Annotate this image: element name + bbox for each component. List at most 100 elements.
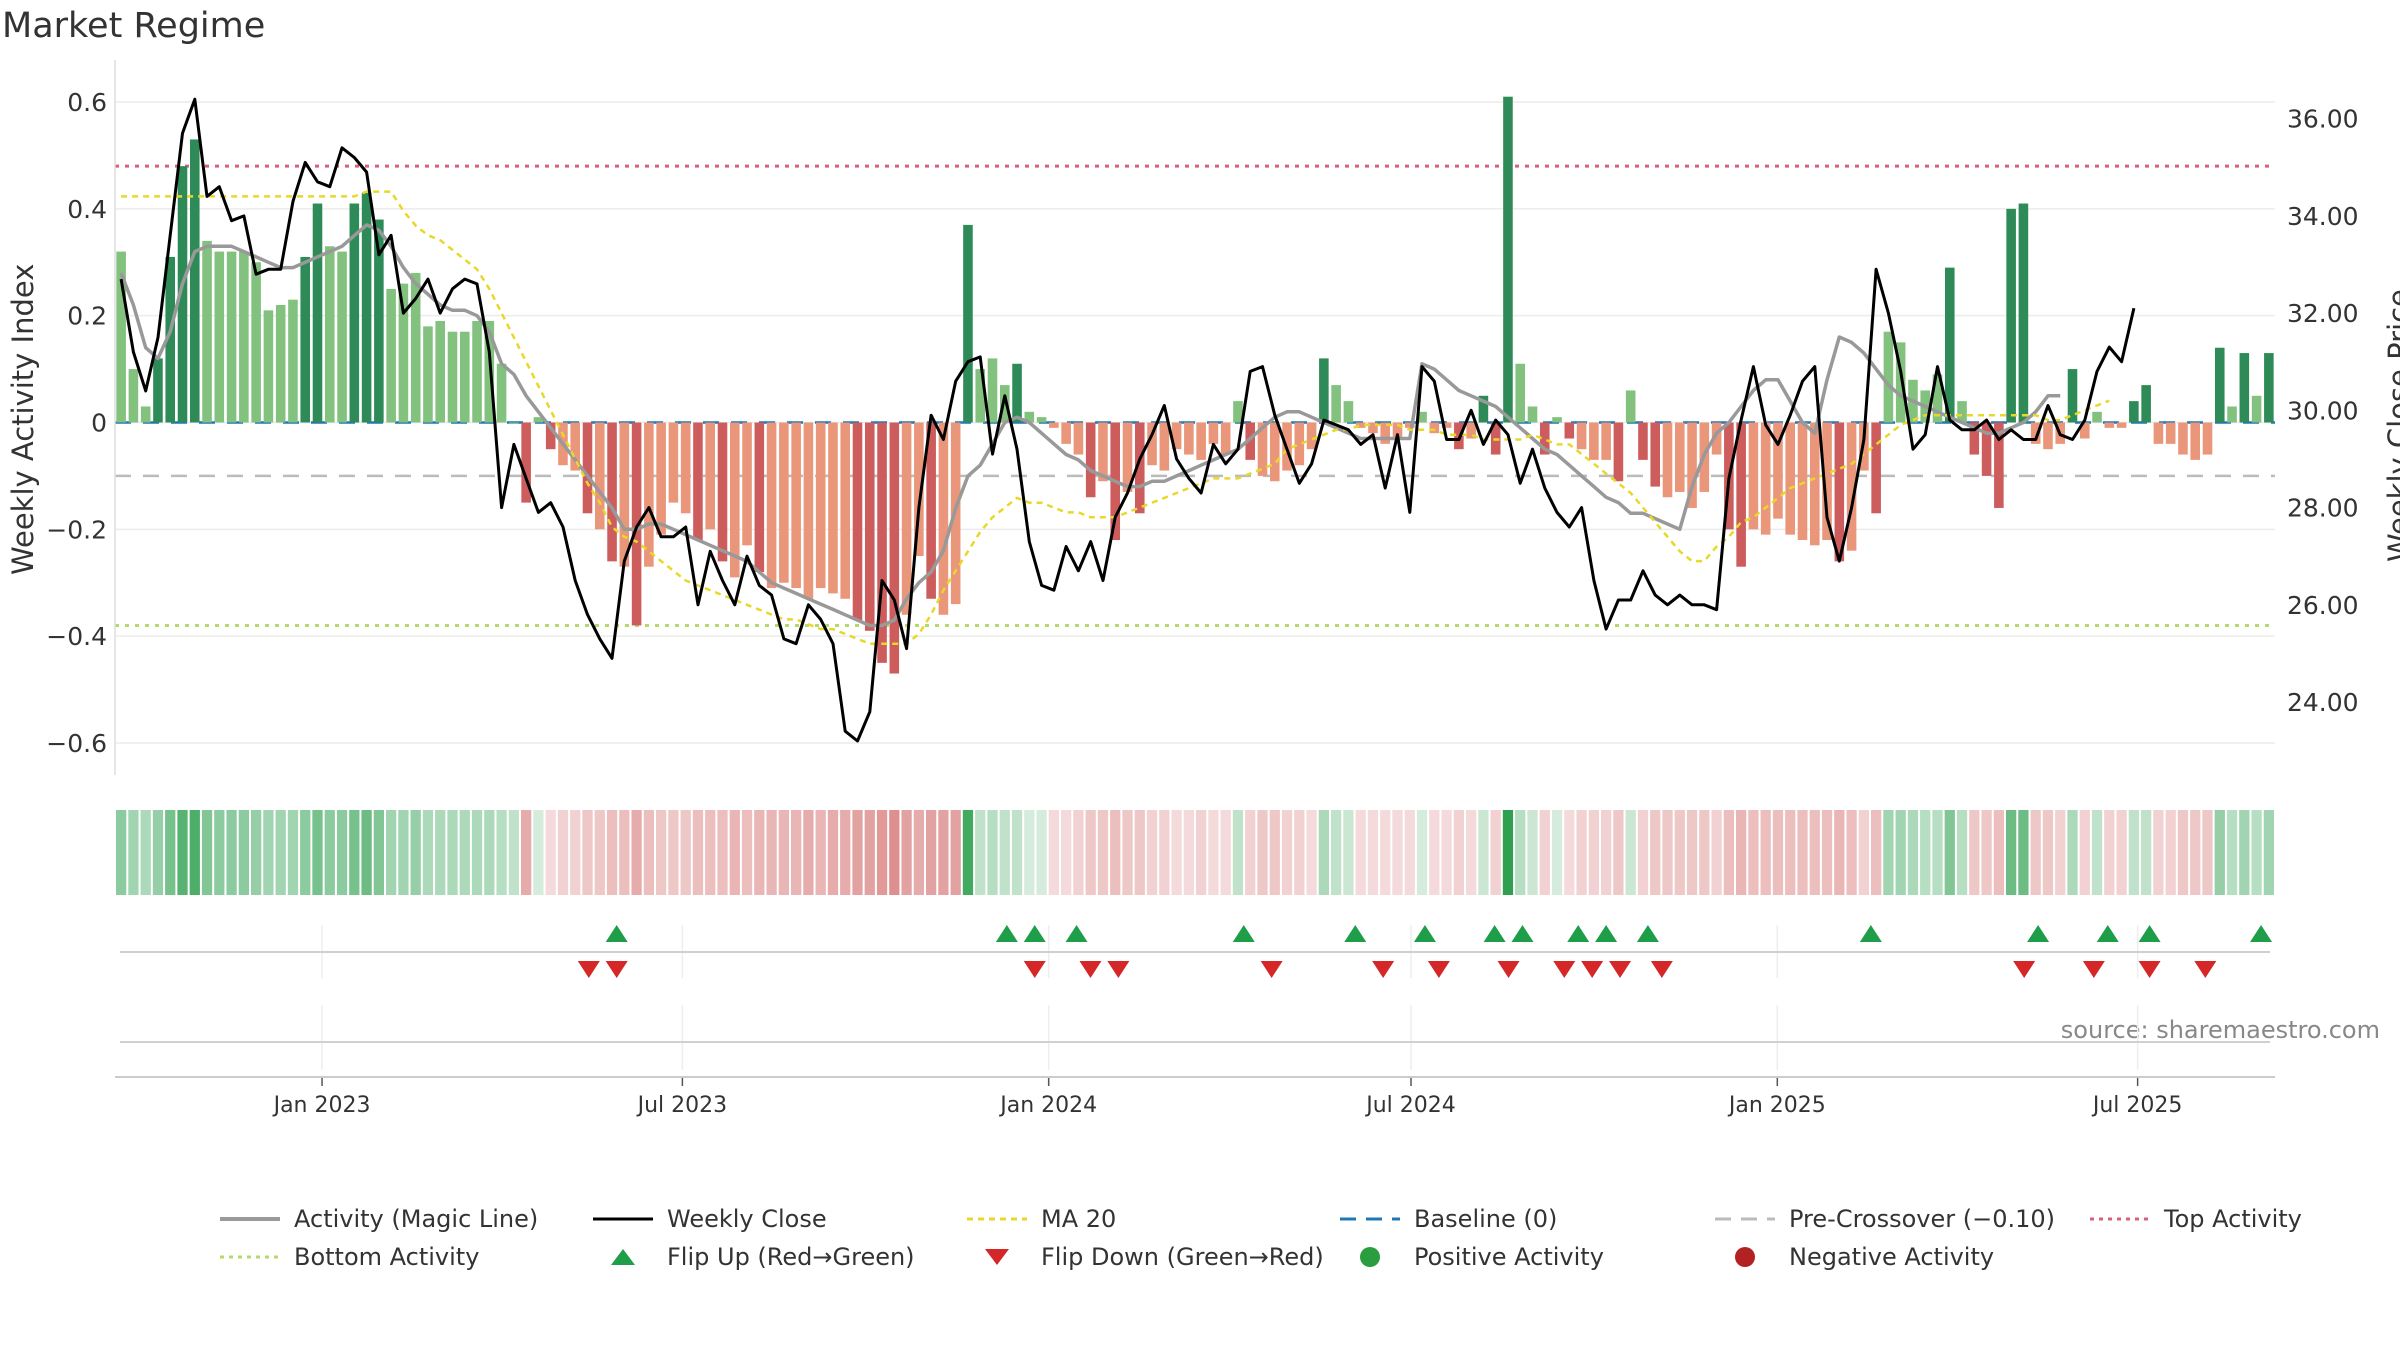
- regime-cell: [1748, 810, 1759, 895]
- activity-bar: [754, 422, 765, 573]
- flip-up-marker: [1232, 925, 1255, 942]
- activity-bar: [1159, 422, 1170, 471]
- activity-bar: [1576, 422, 1587, 450]
- regime-cell: [471, 810, 483, 895]
- activity-bar: [791, 422, 801, 589]
- activity-bar: [374, 219, 384, 423]
- flip-up-marker: [605, 925, 628, 942]
- activity-bar: [1036, 417, 1047, 423]
- activity-bar: [815, 422, 826, 589]
- activity-bar: [165, 256, 176, 423]
- activity-bar: [1613, 422, 1624, 482]
- regime-cell: [2104, 810, 2115, 895]
- regime-cell: [2030, 810, 2041, 895]
- activity-bar: [140, 406, 151, 423]
- regime-cell: [1686, 810, 1698, 895]
- legend-flip-up: Flip Up (Red→Green): [593, 1243, 915, 1271]
- activity-bar: [2116, 422, 2127, 428]
- legend-pre-crossover-label: Pre-Crossover (−0.10): [1789, 1205, 2056, 1233]
- activity-bar: [1220, 422, 1231, 455]
- activity-bar: [300, 256, 311, 423]
- activity-bar: [1711, 422, 1722, 455]
- activity-bar: [803, 422, 814, 599]
- activity-bar: [337, 251, 347, 423]
- regime-cell: [2251, 810, 2262, 895]
- regime-cell: [2079, 810, 2090, 895]
- series-lines: [119, 97, 2136, 743]
- activity-bar: [226, 251, 237, 423]
- regime-cell: [1515, 810, 1526, 895]
- legend-ma20-label: MA 20: [1041, 1205, 1117, 1233]
- regime-cell: [741, 810, 753, 895]
- activity-bar: [570, 422, 581, 471]
- activity-bar: [1368, 422, 1378, 434]
- regime-cell: [152, 810, 164, 895]
- regime-cell: [410, 810, 421, 895]
- regime-cell: [496, 810, 507, 895]
- regime-cell: [962, 810, 974, 895]
- regime-cell: [2153, 810, 2164, 895]
- regime-cell: [766, 810, 777, 895]
- regime-cell: [1024, 810, 1035, 895]
- activity-bar: [472, 321, 482, 423]
- regime-cell: [226, 810, 237, 895]
- activity-bar: [1024, 411, 1035, 423]
- y-tick-label: −0.2: [46, 515, 107, 544]
- activity-bar: [840, 422, 851, 599]
- activity-bar: [2190, 422, 2201, 460]
- regime-cell: [287, 810, 299, 895]
- activity-bar: [1981, 422, 1992, 476]
- legend-ma20: MA 20: [967, 1205, 1116, 1233]
- activity-bar: [251, 262, 261, 423]
- activity-bar: [1932, 374, 1943, 423]
- activity-bar: [607, 422, 617, 562]
- regime-cell: [913, 810, 924, 895]
- legend-bottom-activity-label: Bottom Activity: [294, 1243, 480, 1271]
- activity-bar: [1478, 395, 1489, 423]
- regime-cell: [1011, 810, 1023, 895]
- flip-down-marker: [1650, 961, 1673, 978]
- regime-cell: [987, 810, 998, 895]
- regime-cell: [435, 810, 446, 895]
- regime-cell: [373, 810, 384, 895]
- activity-bar: [423, 326, 433, 423]
- regime-cell: [1085, 810, 1096, 895]
- regime-cell: [1723, 810, 1734, 895]
- activity-bar: [459, 331, 470, 423]
- y2-tick-label: 28.00: [2287, 494, 2359, 523]
- flip-down-marker: [2138, 961, 2161, 978]
- y2-tick-label: 26.00: [2287, 591, 2359, 620]
- regime-cell: [1944, 810, 1955, 895]
- activity-bar: [2214, 347, 2225, 423]
- y-tick-label: 0.4: [67, 195, 107, 224]
- activity-bar: [239, 251, 249, 423]
- activity-bar: [1012, 363, 1022, 423]
- legend-flip-down: Flip Down (Green→Red): [967, 1243, 1324, 1271]
- regime-cell: [1932, 810, 1943, 895]
- regime-cell: [2042, 810, 2054, 895]
- regime-strip: [116, 810, 2274, 895]
- flip-up-marker: [1344, 925, 1367, 942]
- activity-bar: [1515, 363, 1526, 423]
- y-tick-label: −0.6: [46, 729, 107, 758]
- regime-cell: [1564, 810, 1575, 895]
- regime-cell: [1208, 810, 1219, 895]
- regime-cell: [1306, 810, 1317, 895]
- activity-bar: [521, 422, 531, 503]
- activity-bar: [1638, 422, 1648, 460]
- regime-cell: [1318, 810, 1329, 895]
- regime-cell: [803, 810, 814, 895]
- regime-cell: [2141, 810, 2152, 895]
- flip-up-marker: [2096, 925, 2119, 942]
- regime-cell: [1711, 810, 1722, 895]
- activity-bar: [1245, 422, 1256, 460]
- activity-bar: [1061, 422, 1071, 444]
- regime-cell: [1846, 810, 1857, 895]
- regime-cell: [1907, 810, 1919, 895]
- regime-cell: [2165, 810, 2176, 895]
- activity-bar: [1834, 422, 1845, 562]
- regime-cell: [312, 810, 323, 895]
- regime-cell: [1110, 810, 1121, 895]
- regime-cell: [876, 810, 888, 895]
- activity-bar: [1294, 422, 1305, 466]
